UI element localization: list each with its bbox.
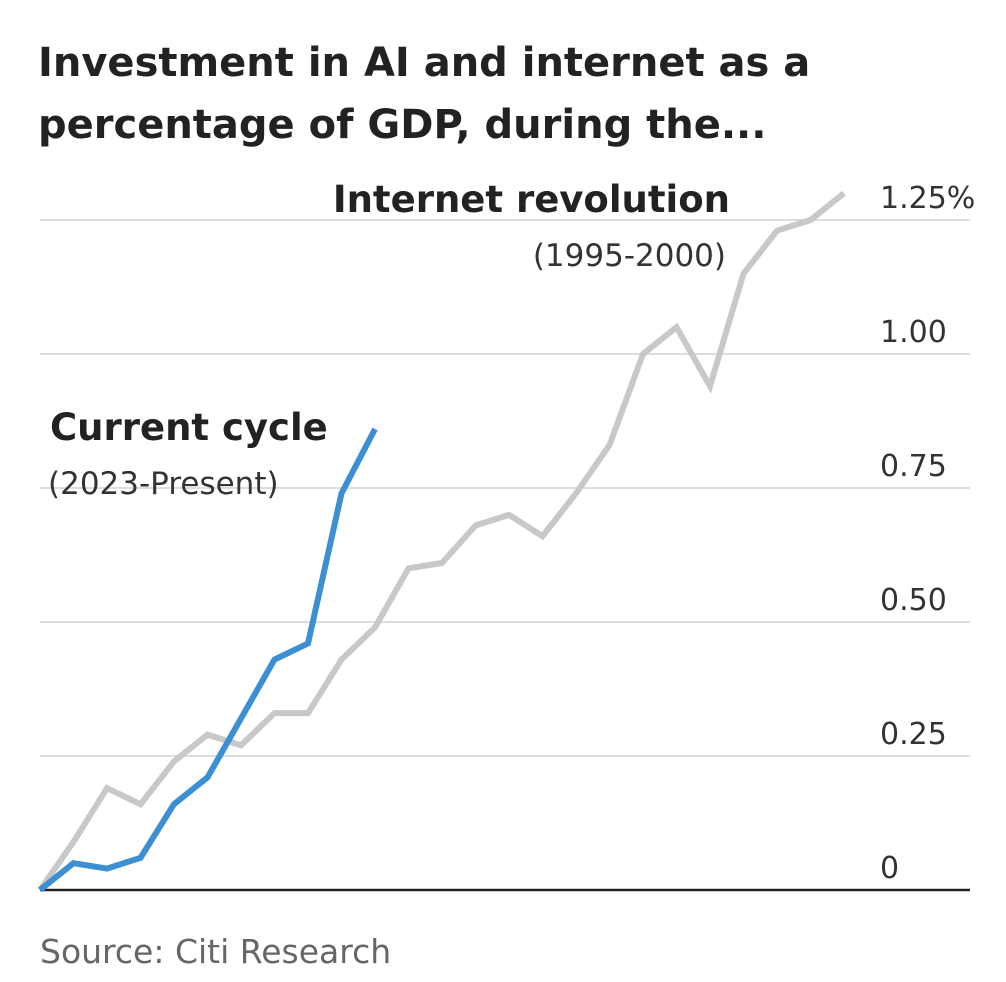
y-tick-label: 0.75 xyxy=(880,449,947,484)
y-tick-label: 0.25 xyxy=(880,717,947,752)
y-axis-tick-labels: 0 0.25 0.50 0.75 1.00 1.25% xyxy=(880,181,975,886)
y-tick-label: 0 xyxy=(880,851,899,886)
series-period-current-cycle: (2023-Present) xyxy=(48,466,279,502)
series-period-internet-revolution: (1995-2000) xyxy=(533,238,726,274)
chart-title-line-1: Investment in AI and internet as a xyxy=(38,40,811,86)
series-label-current-cycle: Current cycle xyxy=(50,406,328,449)
source-note: Source: Citi Research xyxy=(40,932,392,971)
series-line-current-cycle xyxy=(38,427,378,893)
chart-title: Investment in AI and internet as a perce… xyxy=(38,32,938,156)
y-tick-label: 1.00 xyxy=(880,315,947,350)
series-line-internet-revolution xyxy=(37,190,846,892)
series-lines xyxy=(37,190,846,893)
chart-title-line-2: percentage of GDP, during the... xyxy=(38,102,767,148)
series-label-internet-revolution: Internet revolution xyxy=(333,178,730,221)
y-tick-label: 1.25% xyxy=(880,181,975,216)
y-tick-label: 0.50 xyxy=(880,583,947,618)
